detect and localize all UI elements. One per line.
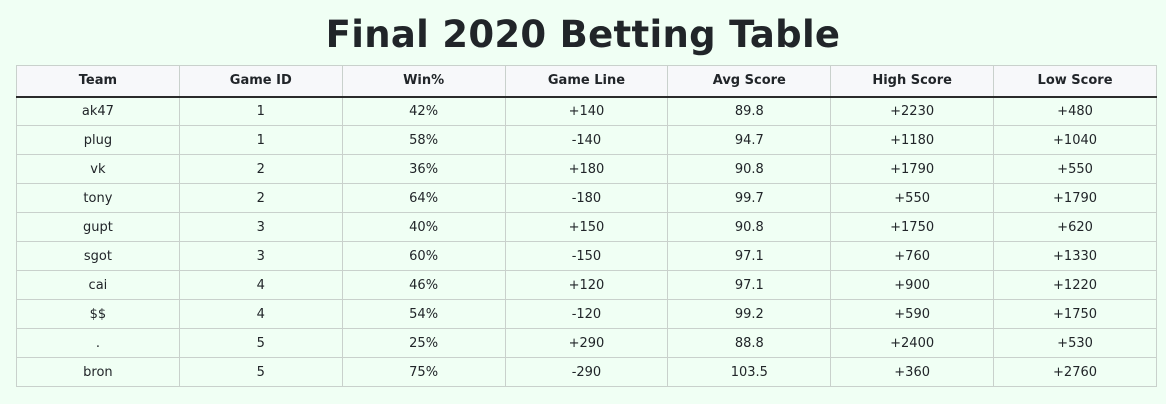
page-title: Final 2020 Betting Table	[325, 13, 841, 56]
cell-low-score: +1040	[993, 125, 1157, 155]
table-body: ak47 1 42% +140 89.8 +2230 +480 plug 1 5…	[16, 96, 1157, 387]
cell-win-pct: 36%	[341, 154, 506, 184]
table-row: ak47 1 42% +140 89.8 +2230 +480	[16, 96, 1157, 126]
cell-game-id: 2	[178, 183, 343, 213]
cell-game-line: +140	[504, 96, 669, 126]
cell-win-pct: 58%	[341, 125, 506, 155]
cell-high-score: +760	[830, 241, 995, 271]
table-row: gupt 3 40% +150 90.8 +1750 +620	[16, 212, 1157, 242]
cell-high-score: +550	[830, 183, 995, 213]
table-row: bron 5 75% -290 103.5 +360 +2760	[16, 357, 1157, 387]
cell-avg-score: 97.1	[667, 270, 832, 300]
cell-game-id: 2	[178, 154, 343, 184]
table-row: cai 4 46% +120 97.1 +900 +1220	[16, 270, 1157, 300]
cell-high-score: +360	[830, 357, 995, 387]
table-row: . 5 25% +290 88.8 +2400 +530	[16, 328, 1157, 358]
cell-win-pct: 64%	[341, 183, 506, 213]
cell-game-line: +180	[504, 154, 669, 184]
cell-game-id: 5	[178, 357, 343, 387]
cell-win-pct: 25%	[341, 328, 506, 358]
cell-team: gupt	[16, 212, 180, 242]
cell-low-score: +1220	[993, 270, 1157, 300]
cell-avg-score: 89.8	[667, 96, 832, 126]
column-header-win-pct: Win%	[341, 65, 506, 98]
cell-low-score: +480	[993, 96, 1157, 126]
column-header-team: Team	[16, 65, 180, 98]
cell-avg-score: 90.8	[667, 212, 832, 242]
cell-game-line: -150	[504, 241, 669, 271]
betting-table: Team Game ID Win% Game Line Avg Score Hi…	[16, 65, 1157, 387]
cell-low-score: +1330	[993, 241, 1157, 271]
cell-low-score: +530	[993, 328, 1157, 358]
table-row: $$ 4 54% -120 99.2 +590 +1750	[16, 299, 1157, 329]
cell-avg-score: 88.8	[667, 328, 832, 358]
cell-team: .	[16, 328, 180, 358]
table-row: sgot 3 60% -150 97.1 +760 +1330	[16, 241, 1157, 271]
cell-avg-score: 97.1	[667, 241, 832, 271]
cell-game-id: 5	[178, 328, 343, 358]
cell-game-id: 4	[178, 299, 343, 329]
cell-team: vk	[16, 154, 180, 184]
cell-team: plug	[16, 125, 180, 155]
cell-team: $$	[16, 299, 180, 329]
cell-low-score: +2760	[993, 357, 1157, 387]
table-row: vk 2 36% +180 90.8 +1790 +550	[16, 154, 1157, 184]
column-header-avg-score: Avg Score	[667, 65, 832, 98]
cell-win-pct: 40%	[341, 212, 506, 242]
cell-avg-score: 103.5	[667, 357, 832, 387]
cell-avg-score: 99.2	[667, 299, 832, 329]
cell-high-score: +2230	[830, 96, 995, 126]
cell-high-score: +1790	[830, 154, 995, 184]
cell-win-pct: 54%	[341, 299, 506, 329]
cell-high-score: +1180	[830, 125, 995, 155]
cell-win-pct: 46%	[341, 270, 506, 300]
cell-avg-score: 94.7	[667, 125, 832, 155]
betting-table-container: Team Game ID Win% Game Line Avg Score Hi…	[16, 65, 1157, 387]
cell-game-line: -120	[504, 299, 669, 329]
cell-game-line: +120	[504, 270, 669, 300]
cell-low-score: +1790	[993, 183, 1157, 213]
cell-avg-score: 99.7	[667, 183, 832, 213]
cell-win-pct: 75%	[341, 357, 506, 387]
table-row: tony 2 64% -180 99.7 +550 +1790	[16, 183, 1157, 213]
cell-win-pct: 42%	[341, 96, 506, 126]
cell-team: sgot	[16, 241, 180, 271]
cell-game-line: -290	[504, 357, 669, 387]
cell-high-score: +590	[830, 299, 995, 329]
cell-high-score: +1750	[830, 212, 995, 242]
cell-game-id: 3	[178, 241, 343, 271]
cell-game-line: -140	[504, 125, 669, 155]
column-header-low-score: Low Score	[993, 65, 1157, 98]
cell-game-line: +150	[504, 212, 669, 242]
cell-game-line: +290	[504, 328, 669, 358]
column-header-game-id: Game ID	[178, 65, 343, 98]
cell-low-score: +620	[993, 212, 1157, 242]
cell-game-id: 1	[178, 125, 343, 155]
cell-game-id: 4	[178, 270, 343, 300]
cell-team: ak47	[16, 96, 180, 126]
cell-team: tony	[16, 183, 180, 213]
table-header-row: Team Game ID Win% Game Line Avg Score Hi…	[16, 65, 1157, 98]
cell-low-score: +550	[993, 154, 1157, 184]
table-row: plug 1 58% -140 94.7 +1180 +1040	[16, 125, 1157, 155]
cell-team: bron	[16, 357, 180, 387]
cell-low-score: +1750	[993, 299, 1157, 329]
cell-avg-score: 90.8	[667, 154, 832, 184]
cell-high-score: +900	[830, 270, 995, 300]
column-header-game-line: Game Line	[504, 65, 669, 98]
column-header-high-score: High Score	[830, 65, 995, 98]
cell-team: cai	[16, 270, 180, 300]
cell-high-score: +2400	[830, 328, 995, 358]
cell-game-id: 3	[178, 212, 343, 242]
cell-game-line: -180	[504, 183, 669, 213]
cell-win-pct: 60%	[341, 241, 506, 271]
cell-game-id: 1	[178, 96, 343, 126]
